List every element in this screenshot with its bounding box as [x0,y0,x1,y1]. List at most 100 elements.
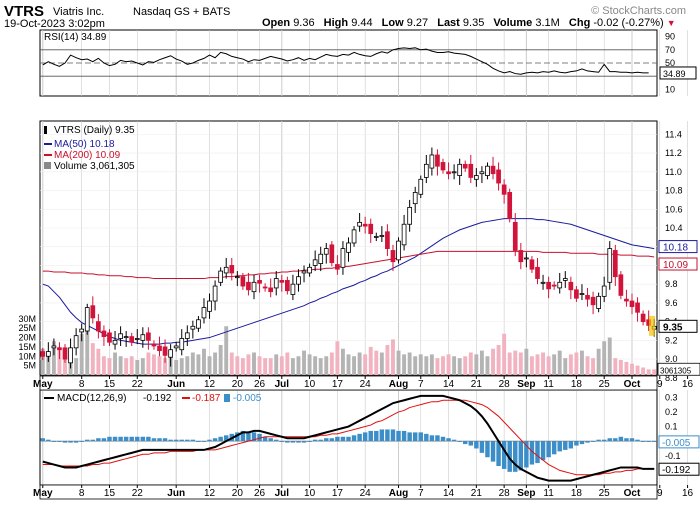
macd-histogram-bar [557,441,562,452]
candlestick [446,162,451,180]
candlestick [407,199,412,232]
candle-body [307,266,312,274]
volume-bar [546,356,551,375]
candlestick [101,325,107,346]
candle-body [401,223,407,246]
volume-bar [363,354,368,375]
candlestick [512,213,518,257]
macd-last-box [658,435,700,449]
candlestick [223,257,229,279]
macd-histogram-bar [179,439,184,442]
macd-histogram-bar [246,432,251,442]
x-tick-label: 9 [657,379,663,390]
histogram-legend-value: -0.005 [233,393,262,404]
volume-bar [596,348,601,375]
chg-label: Chg [568,17,591,29]
macd-histogram-bar [79,441,84,442]
candlestick [401,214,407,251]
candle-body [57,347,62,351]
candlestick [507,188,513,223]
volume-bar [630,363,634,375]
candlestick [351,226,357,247]
datetime: 19-Oct-2023 3:02pm [4,18,105,30]
x-tick-label: 18 [571,488,583,499]
price-tick-label: 11.0 [665,167,682,177]
x-tick-label: 26 [254,379,266,390]
x-tick-label: 22 [132,488,144,499]
candle-body [412,192,418,205]
x-tick-label: 28 [499,488,511,499]
candlestick [140,327,146,348]
candle-body [574,289,579,299]
price-tick-label: 10.4 [665,223,683,233]
macd-histogram-bar [268,438,273,442]
x-tick-label: 8 [79,379,85,390]
x-tick-label: 12 [204,379,216,390]
candlestick [279,274,285,292]
macd-histogram-bar [257,433,262,442]
volume-bar [468,352,473,375]
x-tick-label: 20 [232,379,244,390]
macd-histogram-bar [540,441,546,461]
candlestick [562,271,568,288]
candle-body [446,171,451,175]
price-last-label: 10.18 [663,243,688,254]
low-value: 9.27 [406,17,429,29]
macd-legend-value: -0.192 [143,393,172,404]
rsi-tick-label: 90 [665,32,675,42]
candle-body [379,235,385,237]
volume-bar [602,341,607,375]
candlestick [429,147,435,176]
candlestick [129,332,135,346]
candlestick [479,166,485,184]
quote-bar: Open 9.36 High 9.44 Low 9.27 Last 9.35 V… [262,17,676,29]
histogram-legend-swatch [224,394,230,402]
volume-bar [257,356,262,375]
macd-histogram-bar [279,441,285,442]
candle-body [123,336,129,339]
volume-bar [207,356,212,375]
candle-body [51,345,57,349]
candle-body [479,171,485,175]
price-legend-icon [44,126,47,134]
candlestick [585,287,590,307]
volume-tick-label: 25M [18,323,36,333]
candle-body [146,332,151,341]
macd-histogram-bar [496,441,501,466]
macd-histogram-bar [640,441,646,442]
volume-tick-label: 10M [18,351,36,361]
candlestick [168,344,173,367]
volume-bar [140,358,145,375]
volume-bar [157,356,162,375]
macd-histogram-bar [168,439,173,442]
macd-histogram-bar [112,436,118,442]
x-tick-label: 7 [418,379,424,390]
macd-histogram-bar [146,436,151,442]
volume-bar [96,348,101,375]
x-tick-label: 21 [471,488,483,499]
candlestick [557,272,563,294]
candle-body [390,250,396,263]
candlestick [307,263,312,277]
candle-body [501,184,507,195]
candlestick [524,252,529,268]
macd-histogram-bar [190,439,196,442]
candlestick [323,242,329,264]
candlestick [123,330,129,347]
candlestick [373,232,379,242]
macd-last-label: -0.192 [662,465,691,476]
macd-histogram-bar [173,439,179,442]
macd-histogram-bar [235,432,240,442]
macd-histogram-bar [368,430,373,442]
x-tick-label: 16 [682,488,694,499]
volume-bar [396,350,401,375]
candle-body [246,281,251,291]
macd-tick-label: 0.1 [665,422,678,432]
candle-body [512,221,518,251]
volume-bar [352,356,357,375]
candlestick [568,276,574,300]
macd-histogram-bar [51,441,57,442]
volume-bar [635,365,640,375]
volume-bar [485,356,490,375]
volume-bar [563,358,568,375]
